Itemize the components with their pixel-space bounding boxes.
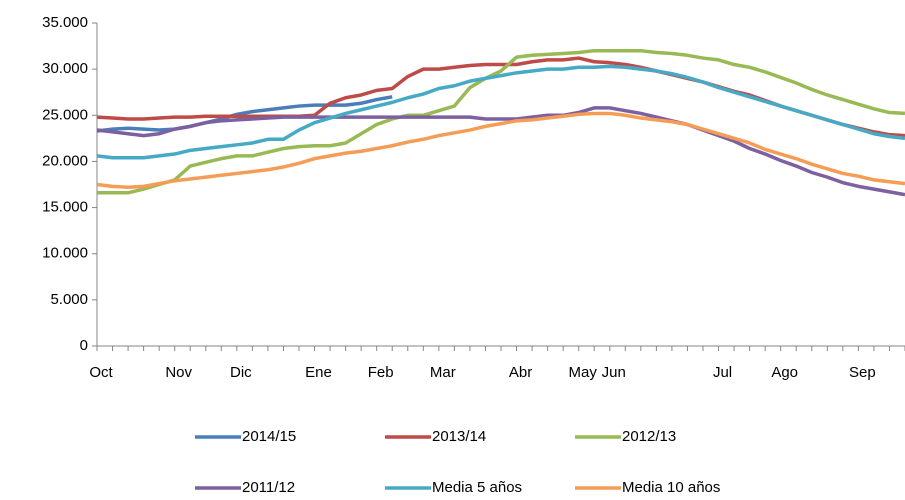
y-tick-label: 5.000	[50, 291, 88, 308]
series-line	[96, 95, 393, 133]
y-tick-label: 35.000	[42, 14, 88, 31]
x-tick-label: Jul	[713, 364, 732, 381]
x-tick-label: May	[569, 364, 598, 381]
series-line	[96, 106, 905, 197]
x-tick-label: Nov	[165, 364, 192, 381]
series-line	[97, 48, 905, 195]
x-tick-label: Ene	[305, 364, 332, 381]
legend-label: 2012/13	[622, 428, 676, 445]
y-tick-label: 10.000	[42, 245, 88, 262]
x-tick-label: Feb	[368, 364, 394, 381]
legend-label: 2011/12	[242, 479, 295, 496]
x-tick-label: Abr	[509, 364, 532, 381]
legend-label: Media 10 años	[622, 479, 720, 496]
y-tick-label: 30.000	[42, 60, 88, 77]
y-tick-label: 15.000	[42, 199, 88, 216]
legend-label: 2013/14	[432, 428, 486, 445]
y-tick-label: 25.000	[42, 106, 88, 123]
y-tick-label: 20.000	[42, 152, 88, 169]
x-tick-label: Oct	[89, 364, 113, 381]
x-tick-label: Sep	[849, 364, 876, 381]
legend-label: 2014/15	[242, 428, 296, 445]
y-tick-label: 0	[80, 337, 88, 354]
series-line	[96, 64, 905, 160]
x-tick-label: Mar	[430, 364, 456, 381]
x-tick-label: Ago	[771, 364, 798, 381]
x-tick-label: Dic	[230, 364, 252, 381]
legend-label: Media 5 años	[432, 479, 522, 496]
x-tick-label: Jun	[602, 364, 626, 381]
series-line	[96, 111, 905, 190]
